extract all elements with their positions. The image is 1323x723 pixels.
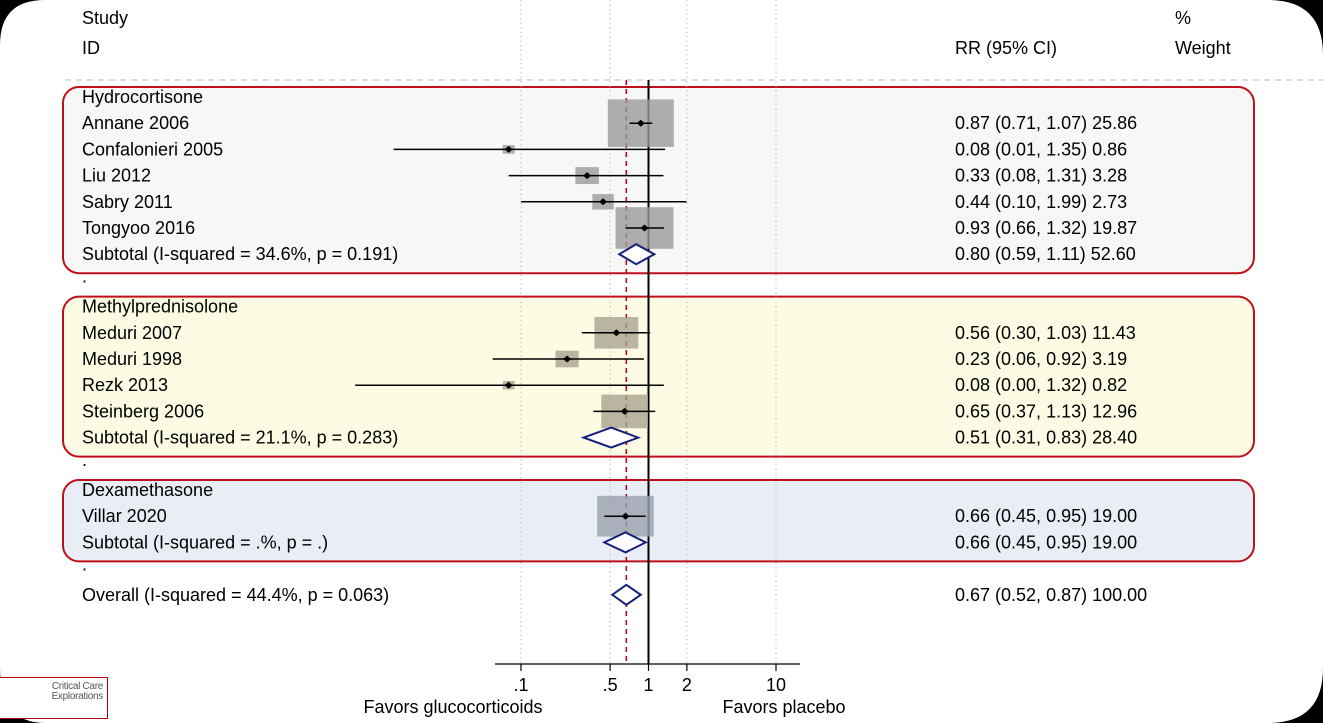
journal-logo: Critical Care Explorations — [0, 677, 108, 719]
x-tick-label-2: 1 — [643, 675, 653, 695]
subtotal-1-diamond — [580, 426, 642, 449]
study-label-0-3: Sabry 2011 — [82, 192, 173, 212]
group-box-2 — [62, 479, 1255, 563]
x-tick-label-3: 2 — [682, 675, 692, 695]
x-tick-label-1: .5 — [603, 675, 618, 695]
separator-2: . — [82, 555, 87, 575]
header-id: ID — [82, 38, 100, 58]
point-estimate-0-1 — [504, 145, 513, 153]
study-label-1-2: Rezk 2013 — [82, 375, 168, 395]
point-estimate-0-0 — [636, 119, 645, 127]
study-value-0-0: 0.87 (0.71, 1.07) 25.86 — [955, 113, 1137, 133]
point-estimate-0-2 — [583, 172, 592, 180]
x-label-left: Favors glucocorticoids — [363, 697, 542, 717]
journal-logo-text: Critical Care Explorations — [51, 681, 104, 702]
x-tick-label-4: 10 — [766, 675, 786, 695]
x-label-right: Favors placebo — [722, 697, 845, 717]
point-estimate-1-3 — [620, 407, 629, 415]
header-study: Study — [82, 8, 128, 28]
group-label-2: Dexamethasone — [82, 480, 213, 500]
subtotal-2-label: Subtotal (I-squared = .%, p = .) — [82, 532, 328, 552]
study-value-1-2: 0.08 (0.00, 1.32) 0.82 — [955, 375, 1127, 395]
header-rr-ci: RR (95% CI) — [955, 38, 1057, 58]
overall-diamond — [610, 583, 643, 607]
header-weight: Weight — [1175, 38, 1231, 58]
subtotal-0-value: 0.80 (0.59, 1.11) 52.60 — [955, 244, 1136, 264]
separator-1: . — [82, 450, 87, 470]
study-label-2-0: Villar 2020 — [82, 506, 167, 526]
study-value-0-2: 0.33 (0.08, 1.31) 3.28 — [955, 166, 1127, 186]
study-label-0-4: Tongyoo 2016 — [82, 218, 195, 238]
journal-logo-line1: Critical Care — [51, 681, 103, 692]
point-estimate-1-2 — [504, 381, 513, 389]
study-value-0-3: 0.44 (0.10, 1.99) 2.73 — [955, 192, 1127, 212]
separator-0: . — [82, 266, 87, 286]
study-label-0-2: Liu 2012 — [82, 166, 151, 186]
group-label-0: Hydrocortisone — [82, 87, 203, 107]
subtotal-0-diamond — [617, 243, 657, 266]
group-label-1: Methylprednisolone — [82, 297, 238, 317]
study-value-1-1: 0.23 (0.06, 0.92) 3.19 — [955, 349, 1127, 369]
study-value-1-0: 0.56 (0.30, 1.03) 11.43 — [955, 323, 1136, 343]
study-value-1-3: 0.65 (0.37, 1.13) 12.96 — [955, 401, 1137, 421]
subtotal-0-label: Subtotal (I-squared = 34.6%, p = 0.191) — [82, 244, 398, 264]
journal-logo-line2: Explorations — [51, 691, 104, 702]
x-tick-label-0: .1 — [513, 675, 528, 695]
study-label-1-0: Meduri 2007 — [82, 323, 182, 343]
study-label-1-3: Steinberg 2006 — [82, 401, 204, 421]
subtotal-1-label: Subtotal (I-squared = 21.1%, p = 0.283) — [82, 428, 398, 448]
point-estimate-0-4 — [640, 224, 649, 232]
point-estimate-1-0 — [612, 329, 621, 337]
group-box-1 — [62, 295, 1255, 458]
overall-label: Overall (I-squared = 44.4%, p = 0.063) — [82, 585, 389, 605]
header-percent: % — [1175, 8, 1191, 28]
overall-value: 0.67 (0.52, 0.87) 100.00 — [955, 585, 1147, 605]
subtotal-2-value: 0.66 (0.45, 0.95) 19.00 — [955, 532, 1137, 552]
point-estimate-2-0 — [621, 512, 630, 520]
point-estimate-0-3 — [599, 198, 608, 206]
subtotal-2-diamond — [601, 531, 648, 554]
study-label-0-0: Annane 2006 — [82, 113, 189, 133]
group-box-0 — [62, 86, 1255, 275]
point-estimate-1-1 — [563, 355, 572, 363]
study-label-0-1: Confalonieri 2005 — [82, 139, 223, 159]
subtotal-1-value: 0.51 (0.31, 0.83) 28.40 — [955, 428, 1137, 448]
study-value-0-4: 0.93 (0.66, 1.32) 19.87 — [955, 218, 1137, 238]
study-value-0-1: 0.08 (0.01, 1.35) 0.86 — [955, 139, 1127, 159]
study-value-2-0: 0.66 (0.45, 0.95) 19.00 — [955, 506, 1137, 526]
study-label-1-1: Meduri 1998 — [82, 349, 182, 369]
